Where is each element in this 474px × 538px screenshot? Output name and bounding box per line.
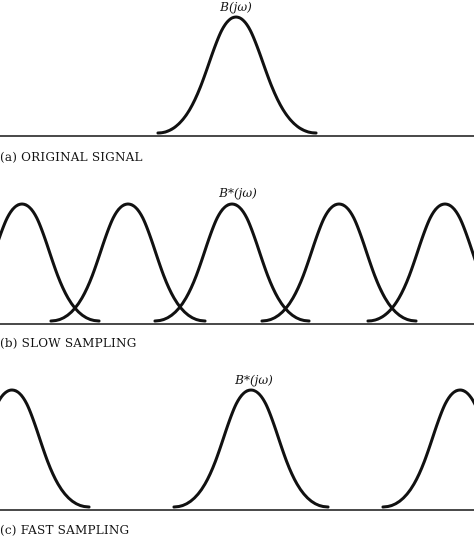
panel-b-spectrum-curve-1 (0, 202, 101, 323)
panel-c-spectrum-curve-3 (381, 388, 474, 509)
panel-b-curve-label: B*(jω) (219, 186, 257, 200)
panel-c-curve-label: B*(jω) (235, 373, 273, 387)
panel-c-spectrum-curve-2 (172, 388, 330, 509)
panel-b-spectrum-curve-2 (49, 202, 207, 323)
panel-c-spectrum-curve-1 (0, 388, 91, 509)
panel-b-spectrum-curve-4 (260, 202, 418, 323)
panel-a-curve-label: B(jω) (220, 0, 252, 14)
panel-c-caption: (c) FAST SAMPLING (0, 523, 130, 537)
panel-b-caption: (b) SLOW SAMPLING (0, 336, 137, 350)
panel-a-spectrum-curve (156, 15, 318, 135)
panel-b-spectrum-curve-5 (366, 202, 474, 323)
panel-b-spectrum-curve-3 (153, 202, 311, 323)
panel-a-caption: (a) ORIGINAL SIGNAL (0, 150, 143, 164)
